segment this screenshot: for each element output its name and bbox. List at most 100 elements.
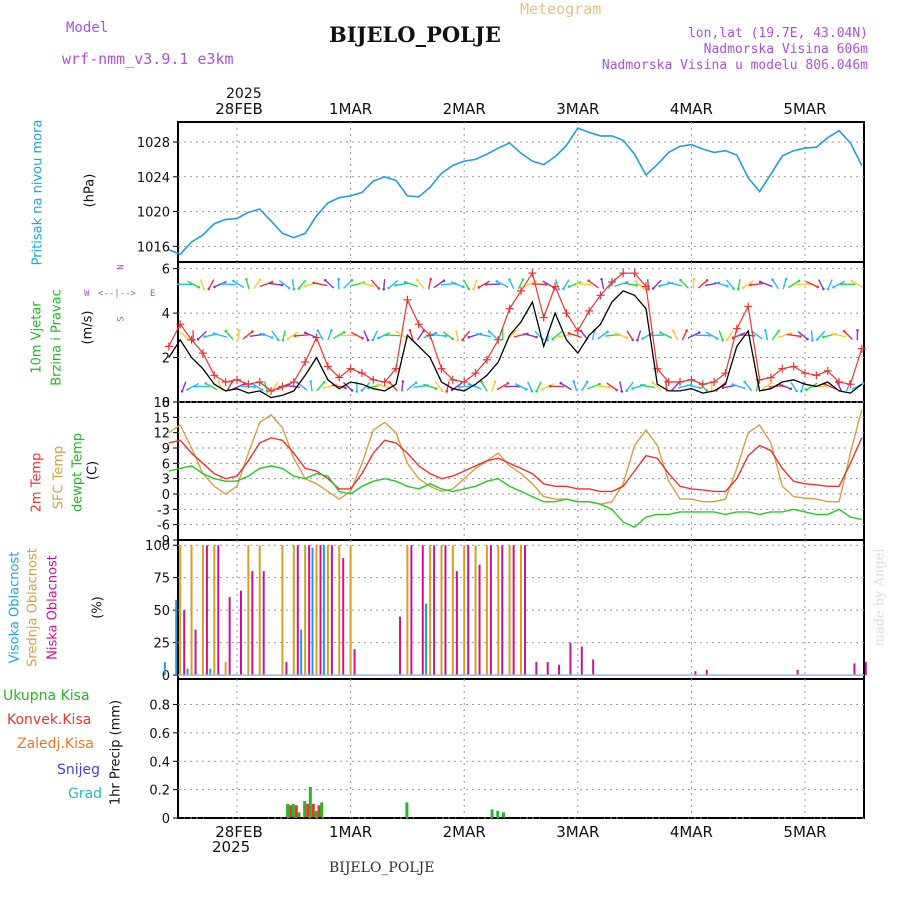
wind-arrow: [226, 381, 233, 392]
wind-arrow-head: [546, 339, 549, 342]
legend-snow: Snijeg: [57, 762, 101, 778]
y-tick-label: 0: [162, 396, 170, 411]
wind-arrow-head: [203, 335, 206, 339]
wind-arrow-head: [567, 285, 571, 288]
wind-arrow-head: [297, 287, 301, 290]
y-tick-label: 50: [153, 604, 170, 619]
wind-arrow: [642, 331, 654, 340]
wind-arrow: [363, 330, 369, 341]
wind-arrow-head: [294, 334, 297, 338]
y-tick-label: 0.2: [149, 784, 170, 799]
wind-arrow-head: [540, 387, 544, 391]
wind-arrow: [488, 330, 499, 340]
wind-arrow-head: [640, 384, 643, 387]
wind-arrow: [681, 330, 688, 341]
wind-arrow: [496, 280, 509, 288]
wind-arrow-head: [467, 336, 471, 339]
wind-arrow: [851, 280, 864, 288]
wind-arrow-head: [598, 382, 601, 386]
wind-arrow-head: [631, 387, 634, 390]
y-tick-label: 1024: [137, 171, 170, 186]
wind-arrow-head: [671, 329, 675, 332]
legend-hail: Grad: [68, 786, 103, 802]
wind-arrow-head: [344, 386, 347, 390]
wind-arrow: [845, 381, 851, 392]
date-tick-label: 1MAR: [329, 100, 372, 118]
wind-arrow-head: [692, 277, 696, 281]
wind-arrow: [523, 333, 537, 338]
wind-arrow-head: [408, 329, 412, 332]
y-tick-label: 1020: [137, 206, 170, 221]
wind-arrow-head: [193, 385, 197, 388]
wind-arrow: [440, 282, 455, 286]
wind-arrow: [477, 333, 492, 338]
precip-total-bar: [490, 809, 494, 818]
wind-arrow-head: [770, 381, 773, 385]
wind-arrow-head: [292, 287, 296, 291]
precip-total-bar: [297, 812, 301, 818]
wind-arrow: [625, 381, 634, 392]
wind-arrow-head: [850, 279, 854, 283]
wind-arrow: [832, 333, 847, 338]
wind-arrow: [434, 381, 443, 392]
wind-arrow: [652, 279, 662, 289]
wind-arrow-head: [444, 334, 448, 338]
wind-arrow-head: [416, 278, 419, 282]
wind-arrow: [843, 330, 853, 340]
wind-arrow: [291, 279, 295, 290]
wind-arrow: [181, 381, 187, 392]
wind-arrow: [568, 332, 582, 339]
wind-arrow-head: [434, 387, 438, 390]
wind-arrow: [626, 330, 634, 341]
wind-arrow-head: [631, 338, 634, 342]
wind-arrow: [313, 282, 328, 287]
date-tick-label: 3MAR: [556, 100, 599, 118]
wind-arrow-head: [361, 337, 364, 340]
wind-arrow: [562, 279, 570, 290]
wind-arrow-head: [822, 287, 825, 291]
y-tick-label: 6: [162, 263, 170, 278]
wind-arrow-head: [322, 380, 326, 384]
wind-arrow: [459, 385, 474, 388]
wind-arrow-head: [658, 284, 661, 288]
wind-arrow-head: [576, 282, 579, 285]
wind-arrow-head: [401, 380, 405, 383]
y-tick-label: 0.8: [149, 699, 170, 714]
wind-arrow-head: [749, 283, 752, 287]
wind-arrow-head: [212, 332, 216, 335]
wind-arrow-head: [360, 389, 364, 392]
wind-arrow-head: [221, 282, 224, 286]
precip-total-bar: [314, 810, 318, 818]
wind-arrow-head: [485, 283, 488, 286]
wind-arrow: [660, 331, 673, 339]
date-tick-label: 4MAR: [670, 823, 713, 841]
y-tick-label: 0.4: [149, 755, 170, 770]
wind-arrow-head: [304, 331, 307, 335]
wind-arrow: [472, 279, 478, 290]
wind-arrow-head: [548, 384, 552, 388]
wind-arrow-head: [456, 339, 460, 342]
wind-arrow-head: [337, 277, 340, 281]
wind-speed-line: [168, 290, 863, 399]
wind-arrow: [706, 331, 718, 340]
wind-arrow: [788, 280, 800, 289]
wind-arrow-head: [585, 380, 589, 384]
wind-arrow: [588, 280, 599, 289]
wind-arrow-head: [811, 339, 814, 342]
wind-arrow-head: [652, 287, 655, 290]
precip-convective-bar: [294, 805, 298, 818]
wind-arrow-head: [789, 331, 793, 335]
wind-arrow: [442, 331, 454, 340]
wind-arrow-head: [355, 390, 359, 393]
wind-arrow: [350, 331, 363, 339]
wind-arrow-head: [822, 335, 825, 339]
wind-arrow: [554, 279, 560, 290]
wind-arrow-head: [286, 337, 290, 341]
y-tick-label: 0.6: [149, 727, 170, 742]
date-tick-label: 5MAR: [783, 823, 826, 841]
wind-arrow-head: [715, 337, 719, 340]
wind-arrow: [790, 381, 798, 392]
wind-arrow-head: [557, 287, 560, 291]
footer-station: BIJELO_POLJE: [329, 860, 435, 876]
wind-arrow: [526, 381, 533, 392]
